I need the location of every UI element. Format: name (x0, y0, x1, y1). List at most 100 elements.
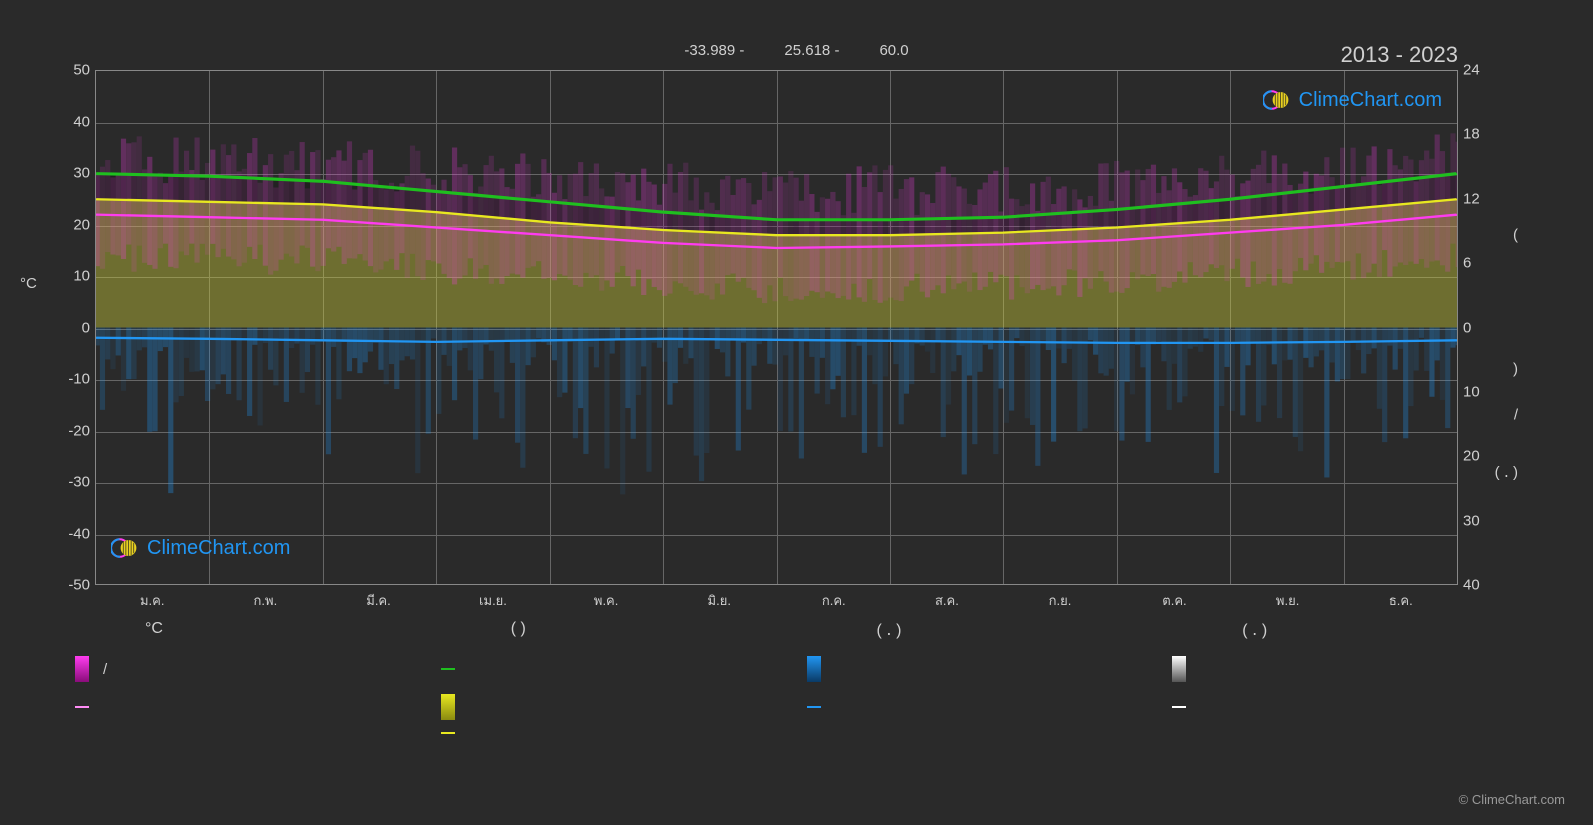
magenta-bar (962, 189, 967, 282)
dark-bar (263, 179, 268, 203)
magenta-bar (631, 175, 636, 287)
precip-bar (909, 328, 914, 385)
dark-bar (1340, 187, 1345, 210)
dark-bar (452, 193, 457, 214)
dark-bar (778, 220, 783, 235)
dark-bar (1203, 202, 1208, 222)
dark-bar (336, 183, 341, 206)
precip-bar (510, 328, 515, 363)
dark-bar (951, 218, 956, 233)
legend-swatch (1172, 656, 1186, 682)
dark-bar (1193, 202, 1198, 222)
dark-bar (216, 177, 221, 202)
x-tick: มิ.ย. (708, 590, 731, 611)
dark-bar (699, 215, 704, 232)
dark-bar (305, 181, 310, 204)
dark-bar (683, 214, 688, 231)
precip-bar (652, 328, 657, 343)
dark-bar (258, 178, 263, 203)
dark-bar (1387, 181, 1392, 205)
precip-bar (1198, 328, 1203, 352)
dark-bar (688, 214, 693, 231)
legend-item (1172, 690, 1518, 724)
precip-bar (977, 328, 982, 372)
precip-bar (699, 328, 704, 482)
magenta-bar (1440, 151, 1445, 265)
magenta-bar (568, 174, 573, 280)
precip-bar (326, 328, 331, 455)
precip-bar (636, 328, 641, 395)
dark-bar (836, 220, 841, 235)
dark-bar (1314, 190, 1319, 212)
precip-bar (515, 328, 520, 443)
magenta-bar (720, 179, 725, 294)
precip-bar (573, 328, 578, 439)
dark-bar (1445, 175, 1450, 200)
precip-bar (1046, 328, 1051, 351)
magenta-bar (1277, 174, 1282, 269)
dark-bar (121, 174, 126, 200)
dark-bar (300, 180, 305, 204)
dark-bar (920, 219, 925, 234)
legend-item: / (75, 652, 421, 686)
precip-bar (547, 328, 552, 345)
dark-bar (96, 174, 100, 200)
precip-bar (1372, 328, 1377, 349)
precip-bar (1214, 328, 1219, 473)
precip-bar (998, 328, 1003, 389)
precip-bar (809, 328, 814, 357)
precip-bar (194, 328, 199, 372)
dark-bar (657, 212, 662, 230)
precip-bar (604, 328, 609, 469)
dark-bar (804, 220, 809, 235)
dark-bar (289, 180, 294, 204)
chart-svg (96, 71, 1457, 584)
precip-bar (1330, 328, 1335, 363)
dark-bar (237, 177, 242, 202)
y-left-tick: -40 (50, 525, 90, 542)
magenta-bar (783, 183, 788, 297)
dark-bar (935, 219, 940, 234)
precip-bar (767, 328, 772, 364)
dark-bar (562, 203, 567, 223)
magenta-bar (1256, 165, 1261, 284)
precip-bar (1424, 328, 1429, 371)
dark-bar (1167, 205, 1172, 224)
precip-bar (1393, 328, 1398, 370)
precip-bar (1224, 328, 1229, 367)
precip-bar (216, 328, 221, 385)
precip-bar (972, 328, 977, 445)
magenta-bar (673, 193, 678, 282)
dark-bar (794, 220, 799, 235)
dark-bar (547, 202, 552, 223)
magenta-bar (462, 164, 467, 275)
logo-top: ClimeChart.com (1263, 86, 1442, 114)
logo-text-top: ClimeChart.com (1299, 89, 1442, 112)
magenta-bar (173, 138, 178, 269)
magenta-bar (310, 152, 315, 267)
dark-bar (310, 181, 315, 204)
precip-bar (872, 328, 877, 385)
dark-bar (410, 189, 415, 210)
precip-bar (662, 328, 667, 362)
dark-bar (841, 220, 846, 235)
dark-bar (1398, 180, 1403, 204)
precip-bar (200, 328, 205, 371)
precip-bar (1319, 328, 1324, 351)
precip-bar (1235, 328, 1240, 342)
dark-bar (363, 185, 368, 207)
dark-bar (909, 219, 914, 234)
legend-item (1172, 652, 1518, 686)
magenta-bar (1314, 174, 1319, 255)
dark-bar (1235, 199, 1240, 220)
dark-bar (1450, 174, 1455, 200)
dark-bar (1309, 190, 1314, 212)
header-coords: -33.989 - 25.618 - 60.0 (684, 42, 908, 59)
magenta-bar (1403, 156, 1408, 265)
precip-bar (184, 328, 189, 358)
precip-bar (426, 328, 431, 434)
legend-header: ( ․ ) (1172, 620, 1518, 648)
y-left-tick: -30 (50, 474, 90, 491)
dark-bar (1014, 216, 1019, 232)
precip-bar (1324, 328, 1329, 478)
